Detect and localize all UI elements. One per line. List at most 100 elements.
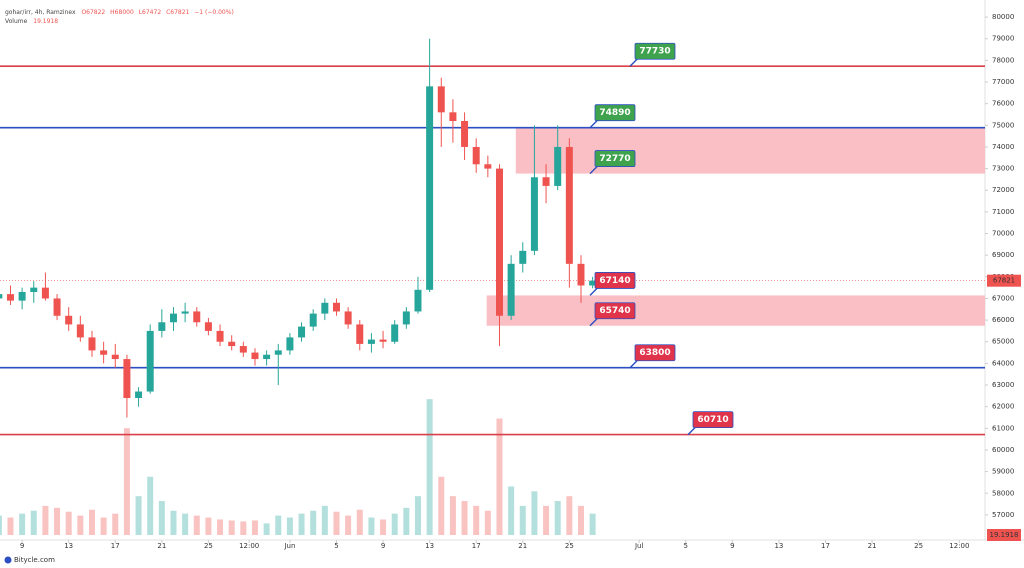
- volume-bar: [356, 509, 363, 535]
- volume-bar: [566, 496, 573, 535]
- x-tick-label: 13: [64, 542, 73, 550]
- y-tick-label: 76000: [992, 100, 1014, 108]
- candle-body: [53, 298, 61, 316]
- close: C67821: [166, 9, 189, 16]
- x-tick-label: 21: [868, 542, 877, 550]
- y-tick-label: 62000: [992, 403, 1014, 411]
- candle-body: [414, 289, 422, 312]
- candle-body: [193, 311, 201, 323]
- candle-body: [239, 346, 247, 353]
- x-tick-label: Jun: [283, 542, 295, 550]
- x-tick-label: 9: [20, 542, 24, 550]
- x-tick-label: 13: [425, 542, 434, 550]
- volume-bar: [345, 515, 352, 535]
- volume-bar: [554, 501, 561, 535]
- price-label: 67140: [599, 276, 630, 286]
- volume-bar: [438, 476, 445, 535]
- candle-body: [495, 168, 503, 316]
- symbol: gohar/irr, 4h, Ramzinex: [5, 9, 76, 16]
- y-tick-label: 63000: [992, 381, 1014, 389]
- y-tick-label: 75000: [992, 121, 1014, 129]
- volume-bar: [100, 517, 107, 535]
- volume-header: Volume 19.1918: [5, 18, 58, 25]
- y-tick-label: 60000: [992, 446, 1014, 454]
- candle-body: [426, 86, 434, 290]
- x-tick-label: 9: [381, 542, 385, 550]
- y-tick-label: 65000: [992, 338, 1014, 346]
- candle-body: [135, 391, 143, 399]
- volume-bar: [205, 517, 212, 535]
- volume-bar: [123, 428, 130, 535]
- candle-body: [449, 112, 457, 121]
- candle-body: [228, 341, 236, 347]
- volume-bar: [298, 513, 305, 535]
- candle-body: [204, 322, 212, 331]
- volume-bar: [88, 509, 95, 535]
- label-box: [594, 150, 636, 167]
- volume-bar: [77, 515, 84, 535]
- price-label: 72770: [599, 154, 630, 164]
- last-price-badge: [987, 274, 1021, 287]
- volume-bar: [65, 511, 72, 535]
- last-price-label: 67821: [993, 277, 1015, 285]
- volume-bar: [508, 486, 515, 535]
- candle-body: [484, 164, 492, 169]
- candle-body: [379, 339, 387, 342]
- candle-body: [344, 311, 352, 325]
- candle-body: [565, 146, 573, 264]
- high: H68000: [110, 9, 134, 16]
- price-label: 60710: [697, 415, 728, 425]
- candle-body: [589, 280, 597, 286]
- candle-body: [18, 291, 26, 301]
- candle-body: [181, 311, 189, 314]
- volume-bar: [391, 513, 398, 535]
- volume-bar: [368, 517, 375, 535]
- candle-body: [65, 315, 73, 325]
- y-tick-label: 72000: [992, 186, 1014, 194]
- plot-area: [0, 38, 985, 535]
- volume-bar: [263, 523, 270, 535]
- label-box: [594, 302, 636, 320]
- candle-body: [356, 324, 364, 344]
- volume-bar: [275, 515, 282, 535]
- x-tick-label: 25: [204, 542, 213, 550]
- candle-body: [507, 263, 515, 316]
- volume-bar: [42, 505, 49, 535]
- volume-badge-label: 19.1918: [990, 531, 1019, 539]
- x-tick-label: 12:00: [239, 542, 259, 550]
- candle-body: [123, 359, 131, 399]
- x-tick-label: 12:00: [949, 542, 969, 550]
- volume-bar: [286, 517, 293, 535]
- candle-body: [41, 287, 49, 299]
- x-tick-label: Jul: [634, 542, 644, 550]
- label-box: [594, 104, 636, 122]
- label-box: [634, 42, 676, 60]
- candle-body: [146, 330, 154, 392]
- y-tick-label: 67000: [992, 294, 1014, 302]
- y-tick-label: 79000: [992, 35, 1014, 43]
- zone: [486, 295, 985, 326]
- volume-value: 19.1918: [33, 18, 58, 25]
- candle-body: [577, 263, 585, 286]
- x-tick-label: 17: [472, 542, 481, 550]
- candle-body: [100, 350, 108, 355]
- volume-label: Volume: [5, 18, 28, 25]
- volume-bar: [449, 496, 456, 535]
- watermark: Bitycle.com: [14, 556, 55, 564]
- x-tick-label: 25: [914, 542, 923, 550]
- candle-body: [321, 302, 329, 314]
- x-tick-label: 17: [111, 542, 120, 550]
- candle-body: [263, 354, 271, 360]
- volume-bar: [193, 515, 200, 535]
- volume-bar: [426, 399, 433, 535]
- volume-bar: [54, 507, 61, 535]
- volume-bar: [543, 505, 550, 535]
- volume-bar: [0, 515, 2, 535]
- volume-bar: [403, 507, 410, 535]
- y-tick-label: 59000: [992, 468, 1014, 476]
- x-tick-label: 21: [518, 542, 527, 550]
- candle-body: [402, 311, 410, 325]
- x-tick-label: 13: [774, 542, 783, 550]
- y-tick-label: 80000: [992, 13, 1014, 21]
